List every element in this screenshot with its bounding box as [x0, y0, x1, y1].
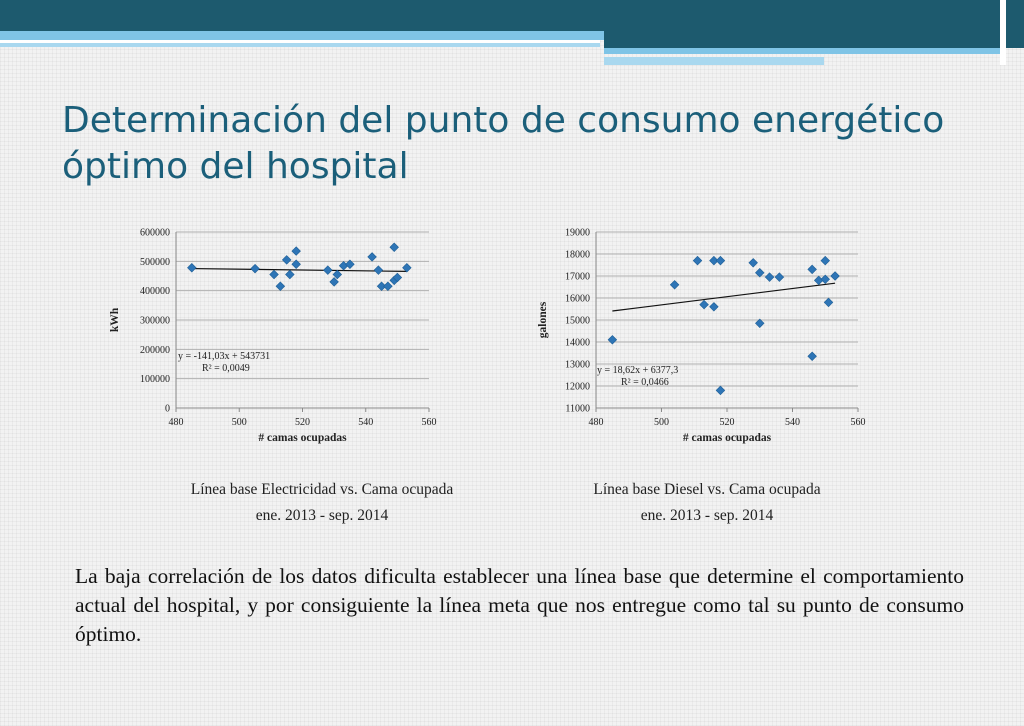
header-band-light	[0, 31, 1024, 40]
data-point	[709, 255, 719, 266]
electricity-scatter-chart: 0 100000 200000 300000 400000 500000 600000 480…	[109, 228, 437, 445]
y-tick-label: 12000	[565, 382, 590, 393]
electricity-chart-caption: Línea base Electricidad vs. Cama ocupada…	[142, 477, 502, 529]
data-point	[281, 255, 292, 265]
y-tick-label: 300000	[140, 316, 170, 327]
y-tick-label: 18000	[565, 250, 590, 261]
data-point	[755, 318, 765, 329]
y-tick-label: 15000	[565, 316, 590, 327]
electricity-caption-title: Línea base Electricidad vs. Cama ocupada	[190, 481, 454, 498]
data-point	[820, 274, 830, 285]
data-point	[367, 252, 377, 262]
x-tick-label: 480	[169, 417, 184, 428]
trendline	[612, 282, 836, 312]
header-band-light-2	[0, 43, 600, 47]
data-point	[389, 242, 399, 252]
data-point	[669, 280, 680, 290]
y-tick-label: 19000	[565, 228, 590, 239]
x-axis-label: # camas ocupadas	[683, 432, 772, 444]
header-band	[0, 0, 1024, 65]
header-band-light-right	[604, 48, 1004, 54]
trendline-equation: y = -141,03x + 543731	[178, 351, 270, 362]
data-point	[715, 385, 726, 396]
data-point	[820, 255, 830, 266]
y-axis-label: galones	[537, 301, 549, 338]
x-tick-label: 500	[232, 417, 247, 428]
x-tick-label: 560	[851, 417, 866, 428]
x-tick-label: 560	[422, 417, 437, 428]
data-point	[709, 302, 719, 312]
data-point	[345, 259, 355, 269]
data-point	[830, 271, 840, 281]
data-point	[402, 263, 412, 273]
data-point	[755, 267, 765, 278]
y-tick-label: 14000	[565, 338, 590, 349]
data-point	[250, 263, 260, 274]
electricity-caption-period: ene. 2013 - sep. 2014	[255, 507, 389, 524]
data-point	[338, 261, 349, 271]
data-point	[332, 269, 343, 280]
x-axis-label: # camas ocupadas	[258, 432, 347, 444]
data-point	[715, 255, 726, 266]
data-point	[748, 258, 758, 268]
x-tick-label: 520	[720, 417, 735, 428]
diesel-scatter-chart: 11000 12000 13000 14000 15000 16000 17000 18000…	[537, 228, 866, 445]
data-point	[807, 264, 817, 275]
diesel-caption-period: ene. 2013 - sep. 2014	[640, 507, 774, 524]
data-point	[376, 281, 387, 291]
data-point	[383, 281, 393, 291]
header-band-dark-right	[604, 31, 1024, 48]
data-point	[269, 269, 279, 280]
header-band-white	[0, 40, 600, 43]
header-band-light-right-2	[604, 57, 824, 65]
data-point	[764, 272, 775, 282]
diesel-caption-title: Línea base Diesel vs. Cama ocupada	[593, 481, 821, 498]
y-axis-label: kWh	[109, 307, 121, 332]
y-tick-label: 13000	[565, 360, 590, 371]
data-point	[807, 351, 817, 362]
y-tick-label: 17000	[565, 272, 590, 283]
data-point	[823, 297, 834, 308]
diesel-chart-caption: Línea base Diesel vs. Cama ocupada ene. …	[527, 477, 887, 529]
data-point	[607, 335, 618, 345]
y-tick-label: 11000	[565, 404, 590, 415]
y-tick-label: 100000	[140, 374, 170, 385]
data-point	[774, 272, 785, 282]
x-tick-label: 480	[589, 417, 604, 428]
data-point	[291, 259, 301, 269]
y-tick-label: 200000	[140, 345, 170, 356]
data-point	[699, 299, 709, 310]
slide-body-text: La baja correlación de los datos dificul…	[75, 564, 964, 646]
y-tick-label: 400000	[140, 286, 170, 297]
r-squared-label: R² = 0,0466	[621, 377, 669, 388]
r-squared-label: R² = 0,0049	[202, 363, 250, 374]
data-point	[285, 269, 295, 280]
x-tick-label: 520	[295, 417, 310, 428]
x-tick-label: 500	[654, 417, 669, 428]
y-tick-label: 0	[165, 404, 170, 415]
data-point	[187, 263, 197, 273]
y-tick-label: 500000	[140, 257, 170, 268]
data-point	[329, 277, 339, 287]
trendline-equation: y = 18,62x + 6377,3	[597, 365, 678, 376]
x-tick-label: 540	[358, 417, 373, 428]
data-point	[323, 265, 333, 275]
y-tick-label: 16000	[565, 294, 590, 305]
x-tick-label: 540	[785, 417, 800, 428]
data-point	[291, 246, 301, 256]
data-point	[692, 255, 703, 266]
trendline	[191, 267, 407, 272]
header-band-accent	[1000, 0, 1006, 65]
data-point	[373, 265, 384, 275]
slide-title: Determinación del punto de consumo energ…	[62, 100, 945, 187]
header-band-dark	[0, 0, 1024, 31]
data-point	[392, 272, 403, 283]
y-tick-label: 600000	[140, 228, 170, 239]
data-point	[275, 281, 286, 291]
